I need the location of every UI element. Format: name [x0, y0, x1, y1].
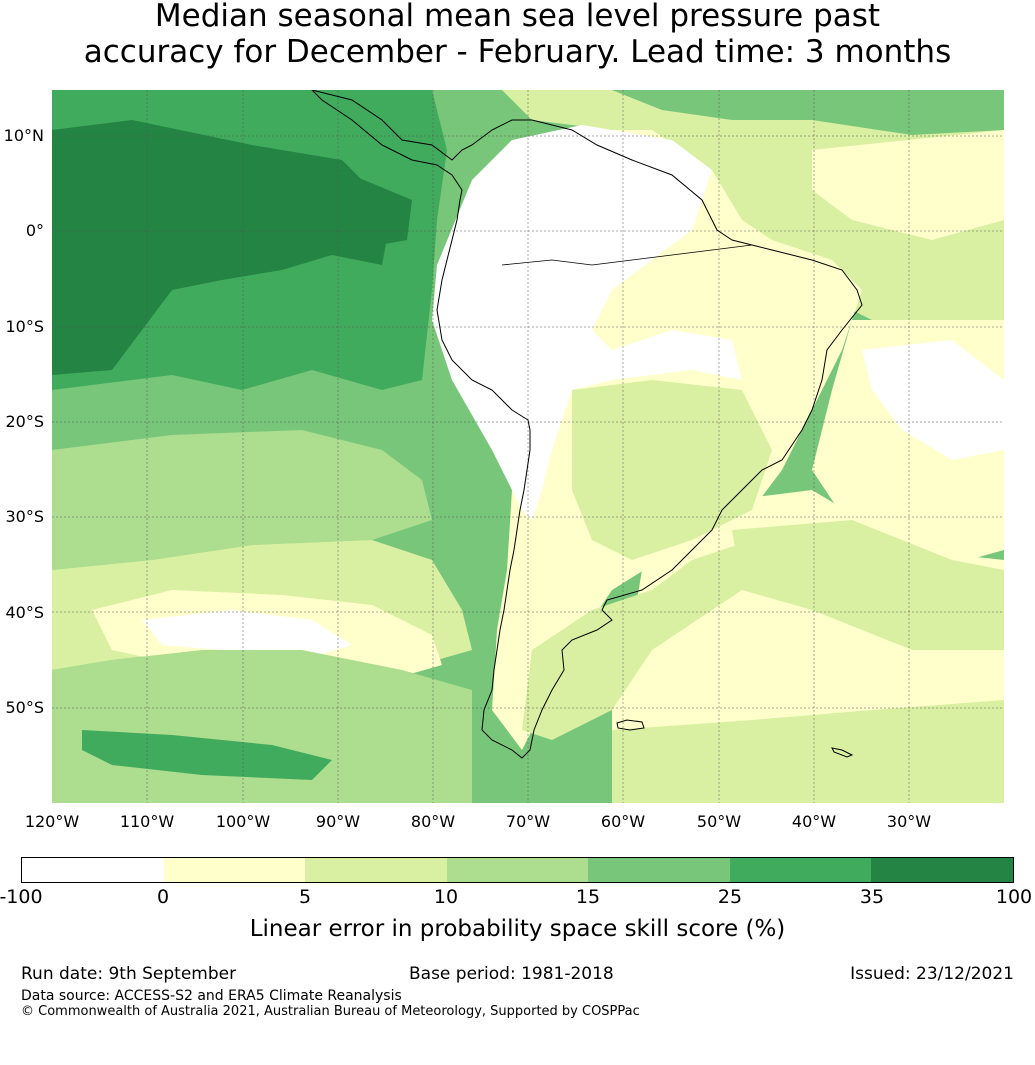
colorbar-tick: 10 — [433, 886, 459, 908]
copyright-notice: © Commonwealth of Australia 2021, Austra… — [21, 1004, 640, 1019]
lat-label-10s: 10°S — [5, 317, 44, 336]
colorbar-segment — [588, 858, 730, 882]
colorbar-segment — [163, 858, 306, 882]
southern-ocean-band — [52, 650, 472, 803]
lon-label-70w: 70°W — [505, 812, 551, 831]
colorbar-label: Linear error in probability space skill … — [249, 916, 786, 942]
colorbar-tick: 15 — [575, 886, 601, 908]
lon-label-110w: 110°W — [119, 812, 175, 831]
data-source: Data source: ACCESS-S2 and ERA5 Climate … — [21, 988, 402, 1004]
south-america-negative-skill — [432, 125, 742, 520]
falkland-islands — [616, 719, 645, 731]
colorbar-tick: 5 — [298, 886, 312, 908]
lon-label-40w: 40°W — [791, 812, 837, 831]
amazon-river — [501, 244, 753, 266]
colorbar-segment — [729, 858, 872, 882]
lat-label-20s: 20°S — [5, 412, 44, 431]
lat-label-30s: 30°S — [5, 507, 44, 526]
colorbar-tick: 25 — [717, 886, 743, 908]
lon-label-90w: 90°W — [315, 812, 361, 831]
pacific-highest-skill-patch — [262, 175, 412, 250]
lat-label-10n: 10°N — [3, 126, 44, 145]
map-title-line-1: Median seasonal mean sea level pressure … — [154, 0, 881, 34]
colorbar-segment — [446, 858, 589, 882]
atlantic-negative-skill — [862, 340, 1004, 460]
lon-label-80w: 80°W — [410, 812, 456, 831]
run-date: Run date: 9th September — [21, 964, 237, 984]
base-period: Base period: 1981-2018 — [409, 964, 614, 984]
lon-label-120w: 120°W — [24, 812, 80, 831]
skill-score-map — [52, 90, 1004, 803]
south-america-mid-band-2 — [522, 540, 772, 740]
lon-label-60w: 60°W — [600, 812, 646, 831]
atlantic-mid-band — [732, 520, 1004, 650]
colorbar-segment — [22, 858, 164, 882]
atlantic-band-low — [812, 130, 1004, 240]
map-title-line-2: accuracy for December - February. Lead t… — [83, 34, 952, 70]
issued-date: Issued: 23/12/2021 — [850, 964, 1014, 984]
south-america-coastline — [311, 90, 863, 759]
colorbar-segment — [305, 858, 447, 882]
lon-label-50w: 50°W — [696, 812, 742, 831]
south-america-mid-band — [572, 380, 772, 560]
colorbar-tick: 100 — [995, 886, 1033, 908]
colorbar-tick: 35 — [859, 886, 885, 908]
colorbar — [21, 857, 1014, 883]
southern-ocean-high-skill — [82, 730, 332, 780]
lat-label-50s: 50°S — [5, 698, 44, 717]
lon-label-100w: 100°W — [215, 812, 271, 831]
atlantic-north-high-skill — [612, 90, 1004, 135]
atlantic-south-band — [612, 700, 1004, 803]
south-pacific-negative-skill — [142, 610, 352, 660]
colorbar-tick: 0 — [156, 886, 170, 908]
south-georgia — [831, 747, 854, 758]
lon-label-30w: 30°W — [886, 812, 932, 831]
graticule — [52, 90, 1004, 803]
colorbar-segment — [871, 858, 1014, 882]
lat-label-0: 0° — [25, 221, 44, 240]
colorbar-tick: -100 — [0, 886, 43, 908]
lat-label-40s: 40°S — [5, 603, 44, 622]
